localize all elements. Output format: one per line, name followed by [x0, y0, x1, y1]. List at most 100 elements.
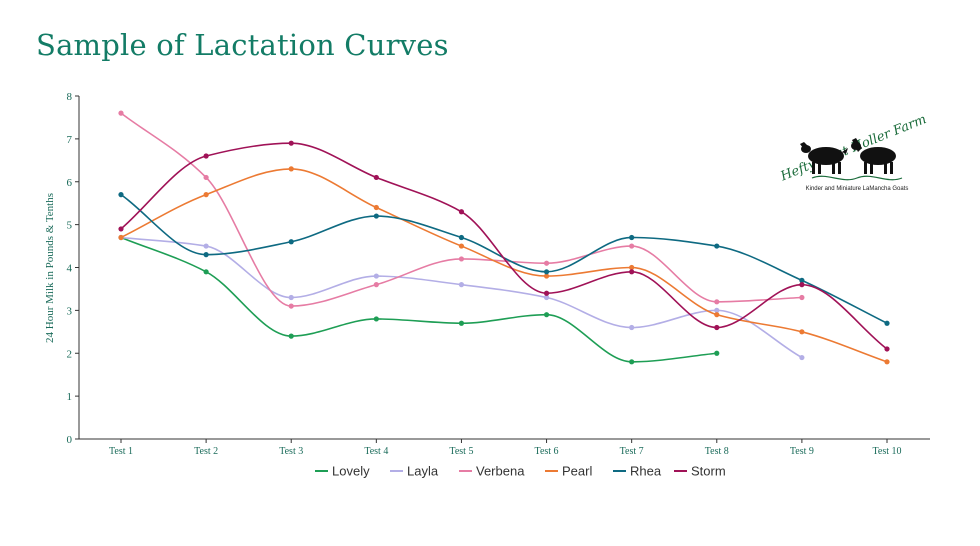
series-line: [120, 236, 803, 359]
x-tick-label: Test 3: [279, 446, 303, 457]
series-line: [120, 168, 888, 363]
data-point: [799, 282, 805, 288]
x-tick-label: Test 5: [449, 446, 473, 457]
data-point: [884, 346, 890, 352]
data-point: [203, 269, 209, 275]
data-point: [458, 209, 465, 215]
y-tick-label: 0: [67, 434, 73, 446]
data-point: [799, 277, 805, 283]
data-point: [288, 239, 294, 245]
legend-label: Layla: [407, 464, 439, 479]
data-point: [714, 312, 720, 318]
data-point: [373, 213, 379, 219]
data-point: [458, 234, 465, 241]
data-point: [629, 243, 635, 249]
legend-label: Verbena: [476, 464, 525, 479]
data-point: [543, 273, 550, 279]
data-point: [799, 294, 805, 301]
data-point: [203, 252, 209, 258]
data-point: [714, 324, 720, 331]
legend-label: Lovely: [332, 464, 370, 479]
data-point: [543, 269, 550, 275]
farm-logo: Hefty Goat Holler Farm Kinder and Miniat…: [778, 112, 929, 192]
data-point: [203, 174, 209, 181]
data-point: [118, 234, 124, 241]
data-point: [118, 192, 124, 198]
logo-tagline: Kinder and Miniature LaMancha Goats: [806, 186, 909, 192]
legend: Lovely Layla Verbena Pearl Rhea Storm: [315, 464, 726, 479]
goat-right-icon: [851, 138, 896, 174]
page-title: Sample of Lactation Curves: [36, 28, 449, 62]
data-point: [203, 153, 209, 159]
y-tick-label: 8: [67, 91, 73, 103]
data-point: [288, 140, 294, 146]
data-point: [629, 359, 635, 365]
data-point: [714, 350, 720, 356]
legend-item-layla: Layla: [390, 464, 439, 479]
y-tick-label: 1: [67, 391, 73, 403]
series-pearl: [118, 166, 890, 365]
data-point: [714, 299, 720, 305]
data-point: [799, 354, 805, 361]
data-point: [458, 320, 465, 326]
goat-left-icon: [800, 142, 848, 174]
x-tick-label: Test 10: [872, 446, 901, 457]
data-point: [118, 226, 124, 232]
legend-item-lovely: Lovely: [315, 464, 370, 479]
x-tick-label: Test 6: [535, 446, 559, 457]
logo-flourish: [811, 175, 903, 181]
data-point: [203, 243, 209, 249]
x-tick-label: Test 2: [194, 446, 218, 457]
data-point: [543, 260, 550, 266]
data-point: [458, 243, 465, 249]
legend-label: Storm: [691, 464, 726, 479]
legend-label: Pearl: [562, 464, 592, 479]
y-axis-label: 24 Hour Milk in Pounds & Tenths: [44, 193, 56, 343]
y-tick-label: 6: [67, 177, 73, 189]
legend-item-rhea: Rhea: [613, 464, 662, 479]
x-tick-label: Test 4: [364, 446, 388, 457]
x-tick-label: Test 7: [620, 446, 644, 457]
legend-item-verbena: Verbena: [459, 464, 525, 479]
data-point: [629, 264, 635, 271]
data-point: [458, 282, 465, 288]
x-tick-label: Test 1: [109, 446, 133, 457]
y-tick-label: 2: [67, 348, 73, 360]
data-point: [543, 290, 550, 296]
y-axis: 0 1 2 3 4 5 6 7 8: [67, 91, 80, 446]
data-point: [629, 234, 635, 241]
legend-item-storm: Storm: [674, 464, 726, 479]
data-point: [629, 269, 635, 275]
data-point: [543, 294, 550, 301]
legend-label: Rhea: [630, 464, 662, 479]
data-point: [288, 333, 294, 339]
data-point: [799, 329, 805, 335]
data-point: [288, 303, 294, 309]
y-tick-label: 7: [67, 134, 73, 146]
data-point: [373, 282, 379, 288]
data-point: [373, 174, 379, 181]
x-tick-label: Test 9: [790, 446, 814, 457]
legend-item-pearl: Pearl: [545, 464, 592, 479]
series-layer: [118, 110, 890, 365]
data-point: [373, 273, 379, 279]
data-point: [714, 307, 720, 313]
data-point: [543, 312, 550, 318]
y-tick-label: 4: [67, 263, 73, 275]
series-line: [120, 112, 802, 307]
data-point: [118, 110, 124, 116]
data-point: [884, 320, 890, 326]
data-point: [373, 204, 379, 211]
data-point: [629, 324, 635, 331]
data-point: [288, 166, 294, 172]
series-storm: [118, 140, 890, 352]
series-verbena: [118, 110, 805, 309]
x-tick-label: Test 8: [705, 446, 729, 457]
series-line: [120, 142, 888, 350]
data-point: [884, 359, 890, 365]
x-axis: Test 1 Test 2 Test 3 Test 4 Test 5 Test 6 Test…: [79, 438, 930, 457]
y-tick-label: 5: [67, 220, 73, 232]
series-line: [120, 236, 717, 363]
data-point: [373, 316, 379, 322]
